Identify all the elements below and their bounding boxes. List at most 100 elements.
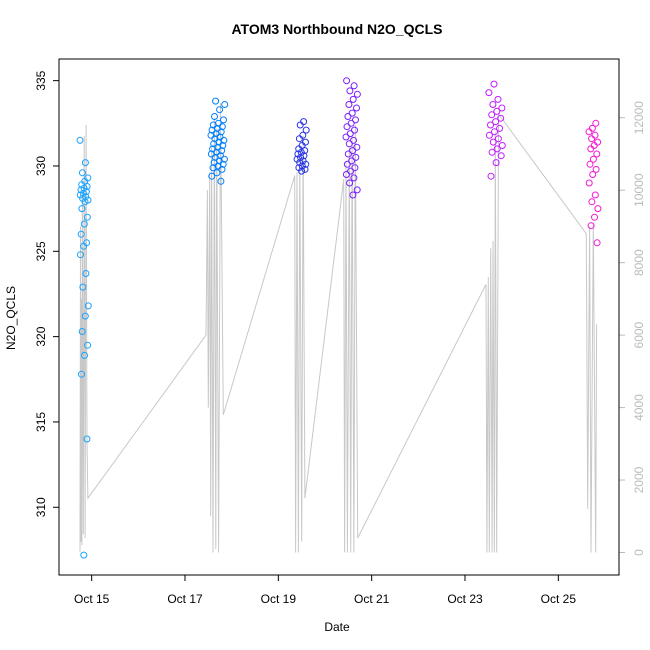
- data-point: [587, 145, 595, 153]
- data-point: [489, 138, 497, 146]
- data-point: [349, 95, 357, 103]
- data-point: [78, 370, 85, 378]
- data-point: [488, 111, 496, 119]
- flight-series-3: [293, 118, 310, 175]
- data-point: [343, 123, 351, 131]
- data-point: [81, 159, 89, 167]
- x-tick-label: Oct 25: [541, 592, 577, 606]
- data-point: [296, 121, 304, 129]
- data-point: [350, 82, 358, 90]
- x-tick-label: Oct 15: [74, 592, 110, 606]
- axes-layer: Oct 15 Oct 17 Oct 19 Oct 21 Oct 23 Oct 25 310 3…: [34, 70, 646, 606]
- y2-tick-label: 8000: [632, 249, 646, 276]
- data-point: [485, 131, 493, 139]
- data-point: [348, 157, 356, 165]
- y2-tick-label: 0: [632, 549, 646, 556]
- y-tick-label: 325: [34, 241, 48, 261]
- data-point: [84, 302, 92, 310]
- data-point: [352, 116, 359, 124]
- y2-tick-label: 2000: [632, 466, 646, 493]
- y-tick-label: 315: [34, 412, 48, 432]
- data-point: [491, 128, 498, 136]
- data-point: [207, 150, 215, 158]
- data-point: [213, 169, 221, 177]
- x-tick-label: Oct 19: [261, 592, 297, 606]
- data-point: [492, 118, 500, 126]
- data-point: [302, 160, 310, 168]
- data-point: [586, 160, 594, 168]
- data-point: [77, 251, 84, 259]
- data-point: [498, 142, 506, 149]
- data-point: [589, 171, 597, 178]
- data-point: [212, 97, 220, 105]
- data-point: [298, 167, 306, 175]
- data-point: [497, 114, 505, 122]
- plot-frame: [58, 58, 620, 576]
- x-tick-label: Oct 21: [354, 592, 390, 606]
- data-point: [345, 140, 353, 148]
- data-point: [587, 222, 595, 230]
- data-point: [216, 106, 224, 114]
- data-point: [343, 160, 351, 168]
- data-point: [347, 119, 355, 127]
- data-point: [589, 155, 597, 163]
- data-point: [494, 135, 502, 143]
- data-point: [346, 179, 354, 187]
- flight-series-1: [76, 136, 92, 559]
- data-point: [588, 135, 596, 143]
- data-point: [591, 131, 599, 139]
- data-point: [487, 172, 495, 180]
- data-point: [80, 220, 88, 228]
- data-point: [593, 239, 601, 247]
- data-point: [496, 124, 504, 132]
- data-point: [81, 351, 88, 359]
- data-point: [345, 101, 353, 108]
- data-point: [342, 133, 350, 141]
- data-point: [353, 104, 360, 112]
- data-point: [210, 159, 218, 167]
- data-point: [342, 171, 350, 178]
- data-point: [493, 145, 501, 153]
- x-tick-label: Oct 23: [447, 592, 483, 606]
- y2-tick-label: 4000: [632, 394, 646, 421]
- data-point: [592, 165, 600, 173]
- data-point: [221, 101, 229, 108]
- data-point: [208, 126, 216, 134]
- data-point: [498, 104, 506, 112]
- altitude-trace-line: [79, 103, 598, 553]
- flight-series-5: [485, 80, 506, 180]
- x-tick-label: Oct 17: [167, 592, 203, 606]
- data-point: [84, 341, 92, 349]
- data-point: [348, 109, 356, 117]
- y-axis-label: N2O_QCLS: [4, 286, 18, 350]
- data-point: [344, 150, 352, 158]
- data-point: [347, 167, 355, 175]
- data-point: [211, 135, 219, 143]
- data-point: [490, 80, 498, 88]
- data-point: [588, 124, 596, 132]
- data-point: [585, 128, 593, 136]
- flight-series-4: [342, 77, 361, 199]
- data-points-layer: [76, 77, 602, 559]
- altitude-trace-layer: [79, 103, 598, 553]
- data-point: [353, 90, 361, 98]
- data-point: [350, 136, 357, 144]
- flight-series-2: [207, 97, 229, 185]
- data-point: [485, 89, 493, 97]
- flight-series-6: [585, 119, 602, 247]
- data-point: [80, 551, 88, 559]
- data-point: [489, 101, 497, 108]
- data-point: [211, 153, 219, 161]
- data-point: [302, 126, 310, 134]
- data-point: [343, 77, 351, 85]
- data-point: [83, 213, 91, 221]
- data-point: [594, 138, 602, 146]
- data-point: [488, 148, 496, 156]
- data-point: [218, 165, 226, 173]
- y-tick-label: 310: [34, 497, 48, 517]
- data-point: [346, 130, 354, 138]
- data-point: [300, 152, 308, 160]
- data-point: [591, 191, 599, 199]
